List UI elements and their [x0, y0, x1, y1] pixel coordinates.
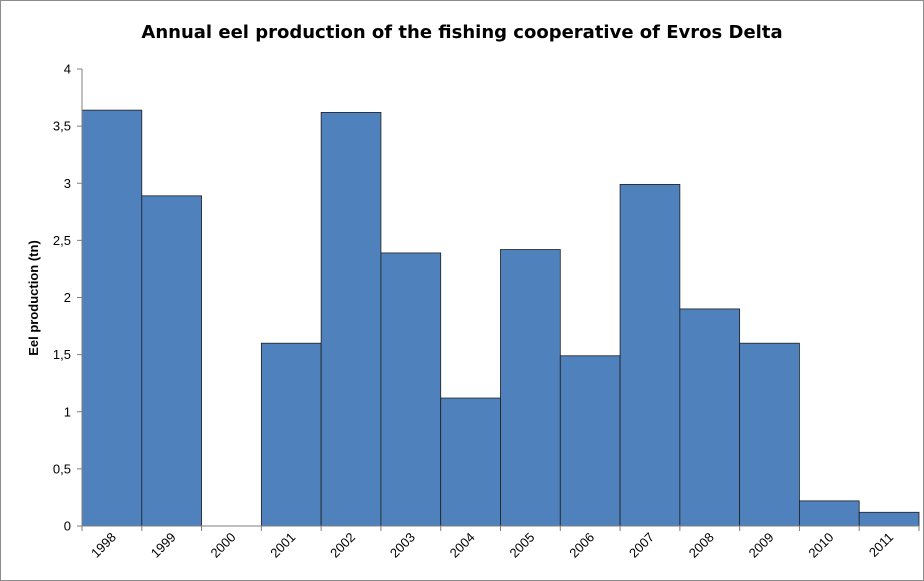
bar-2007 [619, 183, 681, 527]
x-tick-label: 1998 [88, 530, 119, 561]
x-tick-label: 2006 [566, 530, 597, 561]
bars-group [81, 109, 920, 527]
bar-2008 [679, 308, 741, 527]
x-tick-label: 2008 [686, 530, 717, 561]
x-tick-label: 1999 [148, 530, 179, 561]
x-tick-label: 2002 [327, 530, 358, 561]
x-tick-label: 2011 [866, 530, 896, 560]
y-axis: 0 0,5 1 1,5 2 2,5 3 3,5 4 [53, 62, 83, 534]
y-tick-label: 3,5 [53, 119, 71, 134]
x-tick-label: 2001 [267, 530, 298, 561]
bar-2003 [380, 252, 442, 527]
bar-2005 [500, 249, 561, 527]
bar-1998 [81, 109, 143, 527]
x-tick-label: 2007 [626, 530, 657, 561]
y-tick-label: 4 [64, 62, 71, 77]
bar-2010 [799, 500, 860, 527]
y-tick-label: 2,5 [53, 233, 71, 248]
y-tick-label: 0 [64, 519, 71, 534]
bar-2002 [320, 112, 382, 527]
x-axis: 1998 1999 2000 2001 2002 2003 2004 2005 2006 2007… [81, 525, 920, 561]
x-tick-label: 2003 [387, 530, 418, 561]
x-tick-label: 2004 [447, 530, 478, 561]
x-tick-label: 2010 [805, 530, 836, 561]
x-tick-label: 2009 [746, 530, 777, 561]
y-tick-label: 1 [64, 404, 71, 419]
x-tick-label: 2000 [208, 530, 239, 561]
x-tick-label: 2005 [506, 530, 537, 561]
y-tick-label: 1,5 [53, 347, 71, 362]
bar-2011 [858, 511, 920, 527]
bar-1999 [141, 195, 202, 527]
bar-2004 [440, 397, 501, 527]
chart-title: Annual eel production of the fishing coo… [141, 22, 783, 43]
bar-2009 [739, 342, 800, 527]
bar-2001 [260, 342, 322, 527]
y-axis-label: Eel production (tn) [26, 240, 41, 356]
y-tick-label: 3 [64, 176, 71, 191]
y-tick-label: 0,5 [53, 461, 71, 476]
bar-2006 [559, 355, 621, 527]
y-tick-label: 2 [64, 290, 71, 305]
